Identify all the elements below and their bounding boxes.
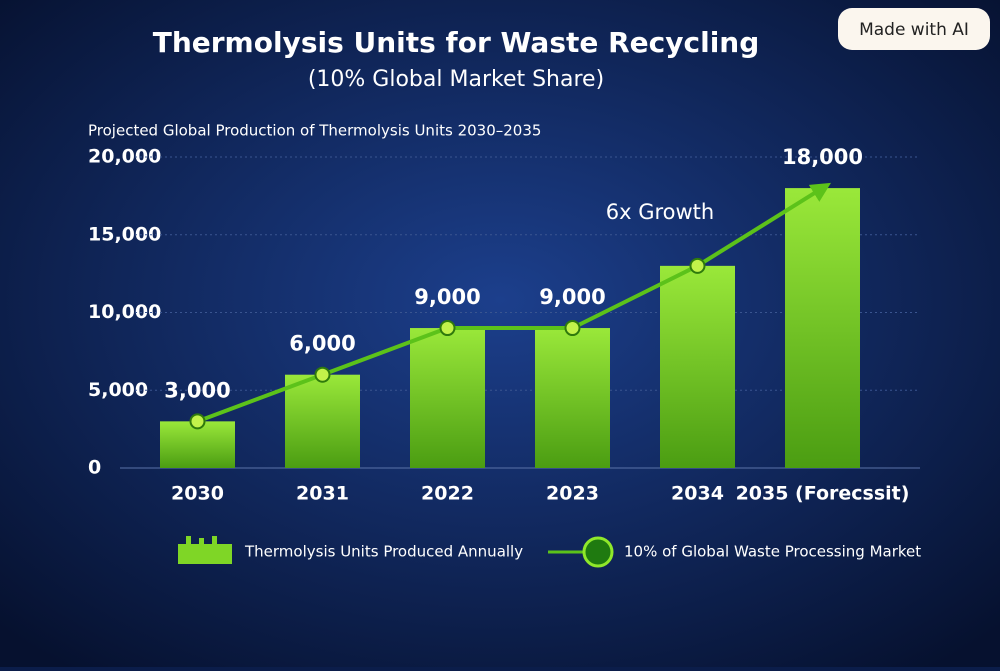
bar: [410, 328, 485, 468]
x-tick-label: 2035 (Forecssit): [736, 483, 910, 505]
data-label: 9,000: [539, 285, 605, 309]
y-tick-label: 15,000: [88, 223, 161, 245]
y-tick-label: 10,000: [88, 301, 161, 323]
legend-icon: [582, 536, 614, 568]
legend-label: Thermolysis Units Produced Annually: [244, 543, 523, 561]
x-tick-label: 2023: [546, 483, 599, 505]
legend-label: 10% of Global Waste Processing Market: [624, 543, 921, 561]
data-label: 3,000: [164, 378, 230, 402]
data-label: 9,000: [414, 285, 480, 309]
x-tick-label: 2030: [171, 483, 224, 505]
x-tick-label: 2034: [671, 483, 724, 505]
y-tick-label: 0: [88, 457, 101, 479]
line-point: [189, 413, 206, 430]
bar: [535, 328, 610, 468]
chart-label: Projected Global Production of Thermolys…: [88, 122, 541, 140]
annotation: 6x Growth: [606, 200, 714, 224]
line-point: [314, 366, 331, 383]
y-tick-label: 20,000: [88, 146, 161, 168]
bar: [285, 374, 360, 468]
bar: [660, 265, 735, 468]
line-point: [439, 320, 456, 337]
data-label: 6,000: [289, 332, 355, 356]
y-tick-label: 5,000: [88, 379, 148, 401]
line-point: [689, 257, 706, 274]
line-point: [564, 320, 581, 337]
x-tick-label: 2022: [421, 483, 474, 505]
legend-icon: [178, 536, 232, 564]
x-tick-label: 2031: [296, 483, 349, 505]
badge: Made with AI: [859, 20, 969, 40]
data-label: 18,000: [782, 145, 863, 169]
trend-line: [196, 182, 831, 424]
badge-bg: [838, 8, 990, 50]
chart-title: Thermolysis Units for Waste Recycling: [153, 26, 760, 59]
chart-subtitle: (10% Global Market Share): [308, 67, 604, 92]
bar: [785, 188, 860, 468]
